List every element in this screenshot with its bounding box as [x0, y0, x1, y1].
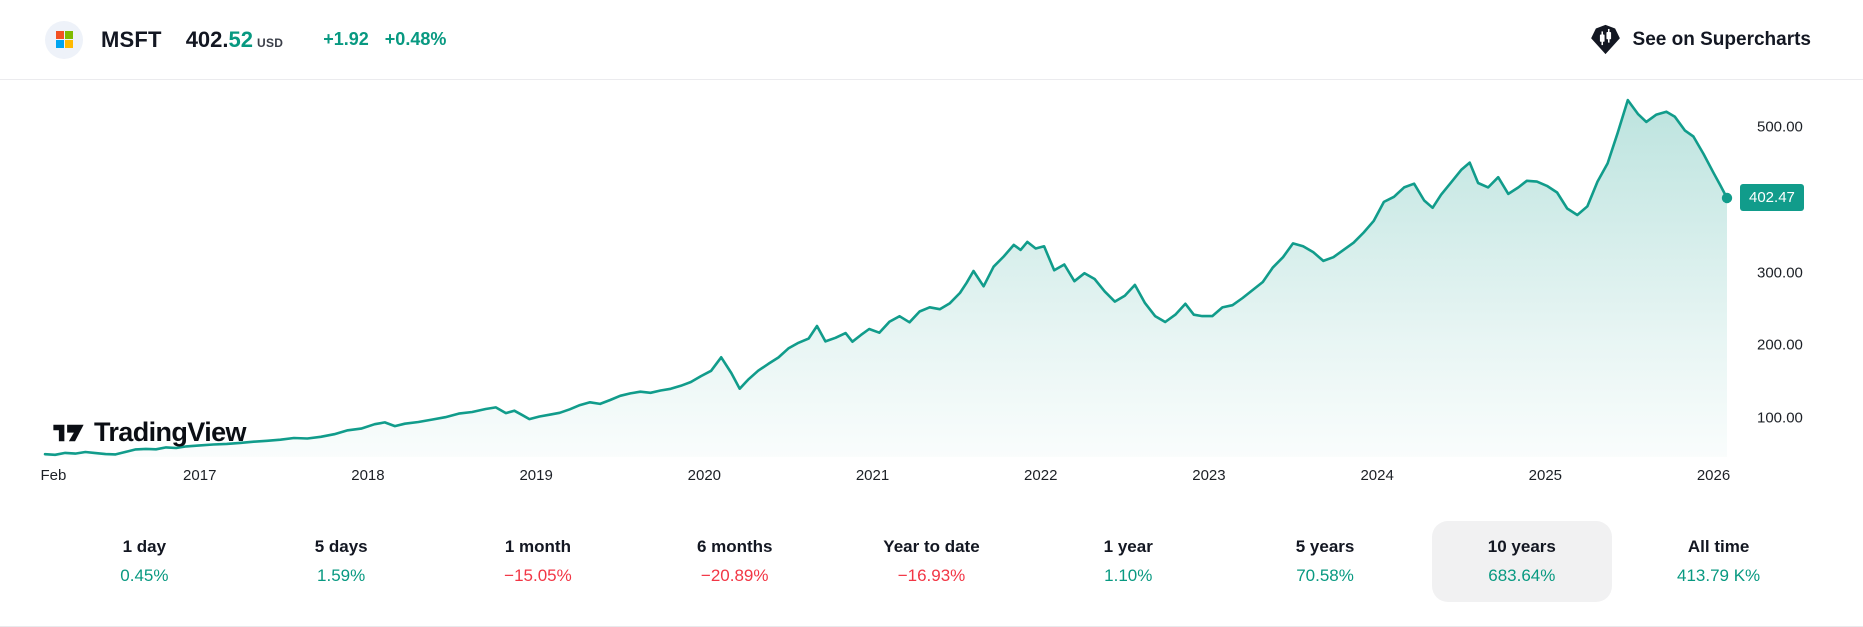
period-button-1-year[interactable]: 1 year 1.10% [1038, 521, 1218, 602]
x-axis-label: 2020 [687, 467, 722, 484]
period-change-value: −20.89% [700, 566, 769, 585]
period-button-6-months[interactable]: 6 months −20.89% [645, 521, 825, 602]
period-cell: 1 day 0.45% [46, 521, 243, 602]
last-price: 402. 52 USD [186, 27, 284, 53]
price-change: +1.92 +0.48% [323, 29, 446, 50]
symbol-ticker: MSFT [101, 26, 162, 52]
period-button-1-day[interactable]: 1 day 0.45% [54, 521, 234, 602]
period-button-1-month[interactable]: 1 month −15.05% [448, 521, 628, 602]
period-stats-row: 1 day 0.45% 5 days 1.59% 1 month −15.05% 6 mon… [0, 497, 1863, 627]
microsoft-logo-icon [55, 31, 73, 48]
period-change-value: 413.79 K% [1677, 566, 1761, 585]
x-axis-label: 2018 [351, 467, 385, 484]
period-change-value: 1.10% [1104, 566, 1153, 585]
x-axis-label: 2025 [1528, 467, 1563, 484]
period-button-10-years[interactable]: 10 years 683.64% [1431, 521, 1612, 602]
period-cell: All time 413.79 K% [1620, 521, 1817, 602]
period-change-value: −16.93% [897, 566, 966, 585]
period-button-5-years[interactable]: 5 years 70.58% [1235, 521, 1415, 602]
period-button-year-to-date[interactable]: Year to date −16.93% [841, 521, 1021, 602]
period-label: 10 years [1487, 537, 1556, 556]
period-button-all-time[interactable]: All time 413.79 K% [1629, 521, 1809, 602]
period-change-value: 0.45% [120, 566, 169, 585]
period-label: 1 month [504, 537, 571, 556]
y-axis-tick: 100.00 [1757, 409, 1803, 427]
x-axis-label: 2017 [183, 467, 217, 484]
period-change-value: 1.59% [317, 566, 366, 585]
period-cell: 10 years 683.64% [1423, 521, 1620, 602]
period-cell: Year to date −16.93% [833, 521, 1030, 602]
header: MSFT 402. 52 USD +1.92 +0.48% See on Sup… [0, 0, 1863, 80]
area-chart-canvas[interactable] [0, 80, 1863, 497]
symbol-header: MSFT 402. 52 USD +1.92 +0.48% [45, 20, 446, 59]
period-button-5-days[interactable]: 5 days 1.59% [251, 521, 431, 602]
period-change-value: 70.58% [1296, 566, 1354, 585]
x-axis-label: 2021 [855, 467, 890, 484]
y-axis-tick: 300.00 [1757, 264, 1803, 281]
change-percent: +0.48% [384, 29, 447, 49]
price-fraction: 52 [228, 26, 253, 52]
supercharts-label: See on Supercharts [1632, 28, 1811, 50]
x-axis-label: 2023 [1192, 467, 1226, 484]
period-label: 1 year [1103, 537, 1153, 556]
change-absolute: +1.92 [323, 29, 369, 49]
last-price-badge: 402.47 [1740, 184, 1804, 212]
period-label: All time [1687, 537, 1750, 556]
period-cell: 5 years 70.58% [1227, 521, 1424, 602]
period-change-value: 683.64% [1488, 566, 1556, 585]
tradingview-watermark[interactable]: TradingView [52, 417, 247, 448]
symbol-logo [45, 20, 83, 59]
period-label: 6 months [696, 537, 773, 556]
period-cell: 5 days 1.59% [243, 521, 440, 602]
period-label: 5 days [314, 537, 368, 556]
last-price-dot [1721, 192, 1733, 204]
price-area-fill [45, 100, 1727, 457]
x-axis-label: 2019 [519, 467, 553, 484]
period-label: 5 years [1295, 537, 1355, 556]
supercharts-link[interactable]: See on Supercharts [1590, 24, 1811, 55]
price-chart[interactable]: 500.00 300.00 200.00 100.00 Feb 2017 2018 2019… [0, 80, 1863, 497]
tradingview-logo-icon [53, 424, 84, 441]
currency-label: USD [257, 35, 284, 50]
y-axis-tick: 200.00 [1757, 336, 1803, 354]
x-axis-label: 2022 [1024, 467, 1058, 484]
x-axis-label: Feb [40, 467, 67, 484]
tradingview-logo-text: TradingView [94, 417, 247, 447]
period-cell: 1 year 1.10% [1030, 521, 1227, 602]
x-axis-label: 2024 [1360, 467, 1394, 484]
price-line [43, 98, 1729, 457]
supercharts-icon [1590, 24, 1620, 55]
price-integer: 402. [185, 26, 229, 52]
period-label: 1 day [122, 537, 167, 556]
y-axis-tick: 500.00 [1757, 118, 1803, 136]
x-axis-label: 2026 [1696, 467, 1731, 484]
period-label: Year to date [883, 537, 980, 556]
period-cell: 1 month −15.05% [440, 521, 637, 602]
period-cell: 6 months −20.89% [636, 521, 833, 602]
period-change-value: −15.05% [504, 566, 572, 585]
